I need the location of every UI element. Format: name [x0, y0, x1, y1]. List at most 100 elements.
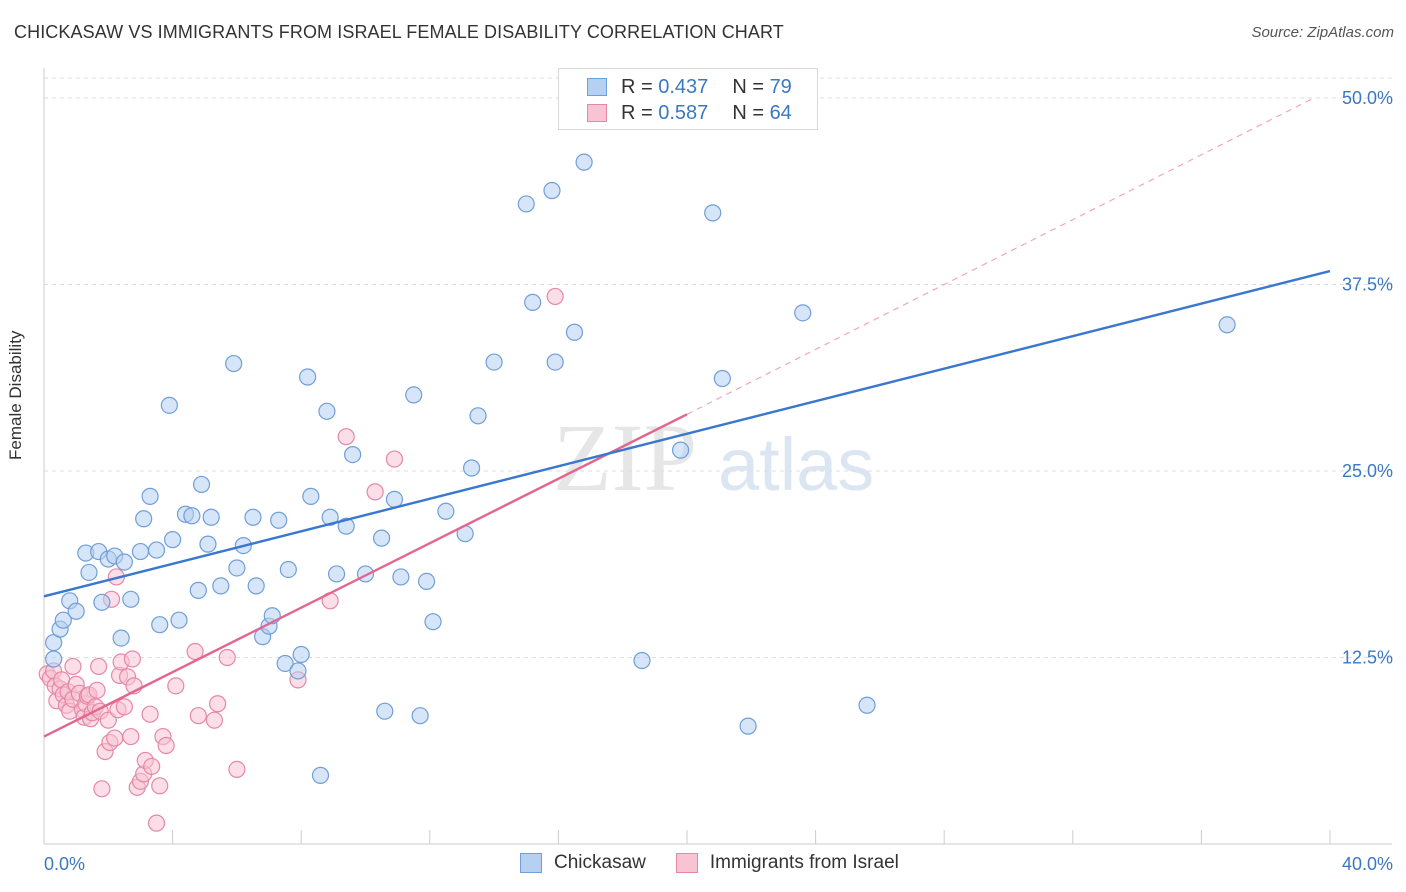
data-point-chickasaw	[292, 645, 310, 664]
legend-label-israel: Immigrants from Israel	[709, 852, 899, 873]
data-point-chickasaw	[225, 354, 243, 373]
trend-line-israel	[43, 413, 688, 738]
data-point-chickasaw	[289, 662, 307, 680]
data-point-chickasaw	[299, 368, 317, 386]
data-point-chickasaw	[115, 553, 133, 571]
data-point-chickasaw	[202, 508, 220, 526]
data-point-chickasaw	[575, 153, 593, 171]
data-point-israel	[366, 483, 384, 501]
legend-n-label: N =	[732, 75, 770, 98]
legend-stats: R = 0.437 N = 79 R = 0.587 N = 64	[558, 68, 818, 130]
legend-swatch-chickasaw	[587, 78, 607, 96]
data-point-chickasaw	[247, 577, 265, 595]
y-tick-label: 25.0%	[1342, 461, 1393, 481]
data-point-chickasaw	[131, 542, 150, 561]
data-point-israel	[64, 657, 82, 676]
source-label: Source: ZipAtlas.com	[1251, 24, 1394, 41]
legend-label-chickasaw: Chickasaw	[554, 852, 646, 873]
legend-box-israel	[675, 853, 698, 873]
data-point-israel	[157, 736, 175, 755]
data-point-chickasaw	[192, 475, 211, 494]
data-point-chickasaw	[189, 581, 207, 599]
data-point-israel	[546, 287, 564, 306]
data-point-israel	[337, 428, 355, 446]
legend-r-label: R =	[621, 101, 659, 124]
data-point-chickasaw	[93, 593, 111, 611]
trend-line-israel-extension	[686, 97, 1315, 415]
data-point-israel	[143, 757, 161, 776]
data-point-chickasaw	[147, 541, 166, 559]
data-point-chickasaw	[372, 529, 391, 547]
data-point-chickasaw	[318, 402, 336, 420]
data-point-chickasaw	[424, 613, 442, 631]
data-point-chickasaw	[485, 353, 503, 371]
data-point-israel	[123, 650, 142, 668]
data-point-chickasaw	[244, 508, 262, 526]
data-point-chickasaw	[546, 353, 564, 371]
legend-item-chickasaw: Chickasaw	[520, 852, 646, 874]
data-point-chickasaw	[327, 565, 346, 583]
data-point-chickasaw	[517, 195, 535, 213]
data-point-chickasaw	[633, 651, 651, 670]
y-tick-label: 37.5%	[1342, 275, 1393, 295]
chart-title: CHICKASAW VS IMMIGRANTS FROM ISRAEL FEMA…	[14, 22, 784, 42]
data-point-chickasaw	[141, 487, 159, 505]
data-point-israel	[385, 450, 404, 468]
data-point-chickasaw	[276, 654, 294, 673]
data-point-chickasaw	[376, 702, 394, 720]
data-point-israel	[141, 705, 159, 723]
data-point-chickasaw	[713, 369, 731, 388]
legend-r-value-israel: 0.587	[658, 101, 709, 124]
data-point-israel	[115, 698, 133, 716]
data-point-chickasaw	[344, 445, 362, 464]
data-point-chickasaw	[170, 611, 188, 629]
data-point-chickasaw	[417, 572, 436, 591]
legend-r-value-chickasaw: 0.437	[658, 75, 709, 98]
data-point-chickasaw	[469, 407, 487, 425]
data-point-chickasaw	[858, 696, 876, 714]
legend-n-value-israel: 64	[769, 101, 792, 124]
data-point-chickasaw	[794, 304, 812, 322]
tick-labels: 12.5% 25.0% 37.5% 50.0% 0.0% 40.0%	[44, 88, 1393, 874]
data-point-chickasaw	[112, 629, 130, 647]
data-point-chickasaw	[279, 560, 297, 579]
data-point-israel	[205, 711, 223, 729]
y-tick-label: 50.0%	[1342, 88, 1393, 108]
trend-lines	[43, 97, 1331, 738]
data-point-chickasaw	[704, 204, 722, 222]
data-point-israel	[228, 760, 246, 779]
data-point-chickasaw	[270, 511, 288, 529]
grid-lines	[44, 77, 1392, 658]
data-point-chickasaw	[160, 396, 178, 414]
data-point-israel	[218, 648, 236, 667]
data-point-chickasaw	[199, 535, 217, 553]
data-point-chickasaw	[543, 181, 561, 200]
legend-n-value-chickasaw: 79	[769, 75, 792, 98]
legend-series: Chickasaw Immigrants from Israel	[520, 852, 929, 874]
data-point-israel	[151, 777, 169, 795]
data-point-israel	[189, 707, 207, 725]
x-tick-label: 40.0%	[1342, 854, 1393, 874]
trend-line-chickasaw	[43, 269, 1331, 598]
data-point-chickasaw	[151, 616, 169, 634]
data-point-chickasaw	[302, 487, 320, 505]
data-point-chickasaw	[135, 510, 153, 528]
data-point-chickasaw	[385, 490, 404, 508]
data-point-chickasaw	[565, 323, 584, 341]
data-point-chickasaw	[311, 766, 330, 784]
data-point-chickasaw	[67, 602, 85, 620]
legend-swatch-israel	[587, 104, 607, 122]
data-point-chickasaw	[739, 717, 757, 735]
data-point-chickasaw	[405, 386, 423, 404]
data-point-chickasaw	[321, 508, 339, 526]
data-point-israel	[90, 657, 108, 676]
data-point-chickasaw	[228, 559, 246, 577]
data-point-chickasaw	[462, 459, 481, 477]
data-point-chickasaw	[54, 611, 72, 629]
data-point-israel	[93, 780, 111, 798]
legend-row-israel: R = 0.587 N = 64	[587, 101, 792, 125]
data-point-chickasaw	[392, 568, 410, 586]
watermark-atlas: atlas	[718, 423, 874, 506]
data-point-chickasaw	[164, 531, 182, 549]
